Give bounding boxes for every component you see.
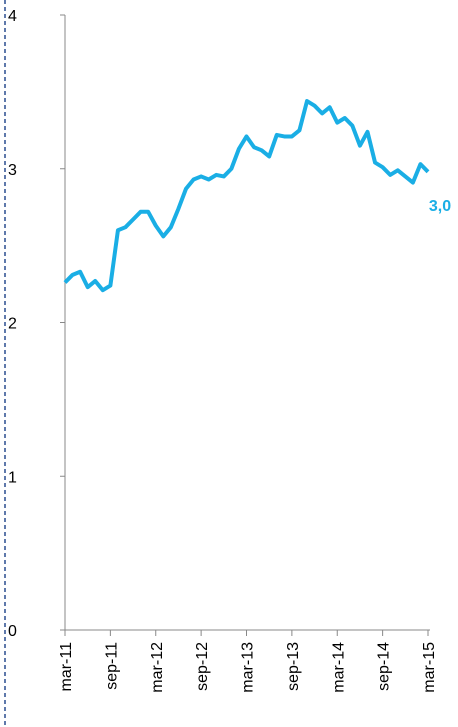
- x-tick-label: sep-11: [103, 642, 120, 690]
- x-tick-label: mar-15: [421, 642, 438, 693]
- x-tick-label: mar-14: [330, 642, 347, 693]
- x-tick-label: sep-14: [376, 642, 393, 691]
- y-tick-label: 3: [8, 162, 17, 179]
- data-label: 3,0: [429, 198, 451, 215]
- line: [63, 99, 430, 293]
- y-tick-label: 2: [8, 316, 17, 333]
- x-tick-label: mar-11: [58, 642, 75, 692]
- y-tick-label: 0: [8, 623, 17, 640]
- x-tick-label: sep-13: [285, 642, 302, 691]
- x-tick-label: mar-13: [240, 642, 257, 693]
- x-tick-label: mar-12: [149, 642, 166, 693]
- y-tick-label: 1: [8, 469, 17, 486]
- x-tick-label: sep-12: [194, 642, 211, 691]
- y-tick-label: 4: [8, 8, 17, 25]
